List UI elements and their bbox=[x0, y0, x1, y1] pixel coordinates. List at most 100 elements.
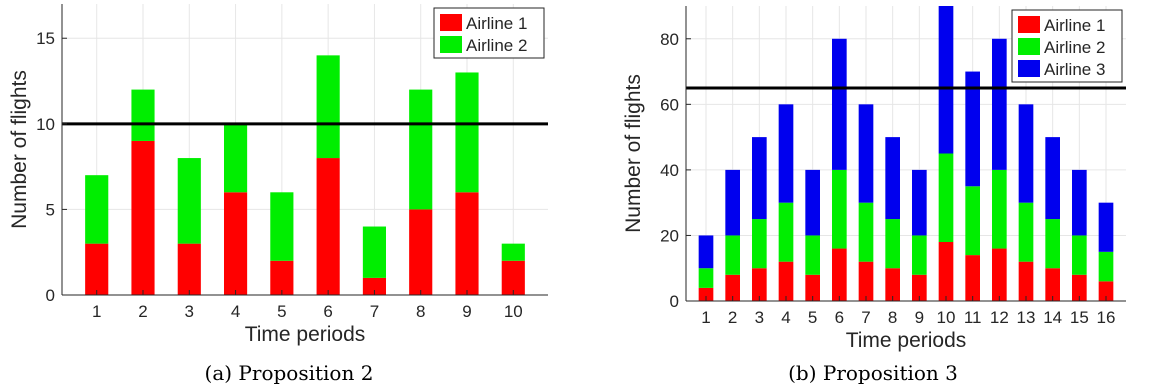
b-bar-s2-10 bbox=[938, 153, 954, 242]
a-bar-s2-8 bbox=[409, 89, 433, 210]
a-xtick-label: 8 bbox=[416, 302, 425, 321]
b-bar-s1-3 bbox=[752, 268, 767, 301]
a-ytick-label: 10 bbox=[36, 115, 55, 134]
a-legend-label-1: Airline 1 bbox=[466, 14, 527, 33]
a-xtick-label: 9 bbox=[462, 302, 471, 321]
a-ytick-label: 15 bbox=[36, 29, 55, 48]
b-bar-s2-12 bbox=[992, 169, 1007, 249]
b-bar-s1-15 bbox=[1072, 274, 1087, 301]
b-xtick-label: 13 bbox=[1017, 308, 1036, 327]
b-bar-s2-5 bbox=[805, 235, 820, 275]
b-ytick-label: 40 bbox=[660, 161, 679, 180]
b-bar-s1-5 bbox=[805, 274, 820, 301]
a-xtick-label: 4 bbox=[231, 302, 240, 321]
b-bar-s3-11 bbox=[965, 71, 980, 187]
a-bar-s1-6 bbox=[316, 158, 340, 295]
b-bar-s2-8 bbox=[885, 219, 900, 269]
chart-a: 0 5 10 15 1 2 3 4 5 6 7 8 9 10 Time periods Number of f… bbox=[8, 4, 548, 346]
b-bar-s2-3 bbox=[752, 219, 767, 269]
a-bar-s1-1 bbox=[85, 243, 109, 295]
b-bar-s3-16 bbox=[1098, 202, 1114, 252]
a-ytick-label: 5 bbox=[46, 200, 55, 219]
b-xtick-label: 4 bbox=[781, 308, 790, 327]
b-bar-s1-14 bbox=[1045, 268, 1060, 301]
b-ytick-label: 60 bbox=[660, 95, 679, 114]
b-bar-s1-4 bbox=[778, 261, 794, 301]
b-bar-s1-16 bbox=[1098, 281, 1114, 301]
a-bar-s1-7 bbox=[362, 277, 386, 295]
b-ylabel: Number of flights bbox=[622, 74, 645, 233]
b-bar-s2-6 bbox=[832, 169, 847, 249]
b-legend-swatch-2 bbox=[1018, 38, 1040, 55]
b-xtick-label: 14 bbox=[1043, 308, 1062, 327]
b-bar-s2-14 bbox=[1045, 219, 1060, 269]
b-bar-s2-2 bbox=[725, 235, 740, 275]
b-xtick-label: 5 bbox=[808, 308, 817, 327]
b-bar-s1-7 bbox=[858, 261, 874, 301]
b-bar-s3-2 bbox=[725, 169, 740, 236]
b-xtick-label: 3 bbox=[755, 308, 764, 327]
b-bar-s1-6 bbox=[832, 248, 847, 301]
b-bar-s1-13 bbox=[1018, 261, 1034, 301]
a-bar-s2-10 bbox=[501, 243, 525, 261]
b-xtick-label: 1 bbox=[701, 308, 710, 327]
b-xtick-label: 15 bbox=[1070, 308, 1089, 327]
a-bar-s2-5 bbox=[270, 192, 294, 261]
b-bar-s2-1 bbox=[698, 268, 714, 288]
b-ytick-label: 0 bbox=[670, 292, 679, 311]
a-bar-s1-4 bbox=[224, 192, 248, 295]
b-xtick-label: 7 bbox=[861, 308, 870, 327]
a-bar-s1-3 bbox=[177, 243, 201, 295]
b-xtick-label: 2 bbox=[728, 308, 737, 327]
caption-a: (a) Proposition 2 bbox=[204, 361, 374, 385]
b-bar-s1-1 bbox=[698, 287, 714, 301]
a-legend-label-2: Airline 2 bbox=[466, 36, 527, 55]
b-bar-s3-6 bbox=[832, 38, 847, 170]
b-bar-s2-13 bbox=[1018, 202, 1034, 262]
b-xtick-label: 6 bbox=[835, 308, 844, 327]
b-xtick-label: 9 bbox=[915, 308, 924, 327]
a-bar-s1-2 bbox=[131, 140, 155, 295]
b-bar-s1-10 bbox=[938, 242, 954, 301]
a-bar-s2-7 bbox=[362, 226, 386, 278]
b-bar-s3-10 bbox=[938, 6, 954, 154]
a-bar-s2-3 bbox=[177, 158, 201, 244]
a-xtick-label: 2 bbox=[138, 302, 147, 321]
a-xtick-label: 5 bbox=[277, 302, 286, 321]
b-legend-swatch-1 bbox=[1018, 16, 1040, 33]
b-bar-s2-9 bbox=[912, 235, 927, 275]
a-xlabel: Time periods bbox=[245, 323, 366, 346]
b-xtick-label: 8 bbox=[888, 308, 897, 327]
a-legend-swatch-1 bbox=[440, 14, 462, 31]
b-bar-s2-7 bbox=[858, 202, 874, 262]
a-bar-s1-5 bbox=[270, 260, 294, 295]
b-ytick-label: 80 bbox=[660, 30, 679, 49]
a-xtick-label: 10 bbox=[504, 302, 523, 321]
b-bar-s3-5 bbox=[805, 169, 820, 236]
b-bar-s3-14 bbox=[1045, 137, 1060, 220]
b-bar-s3-1 bbox=[698, 235, 714, 269]
b-bar-s3-15 bbox=[1072, 169, 1087, 236]
b-bar-s2-4 bbox=[778, 202, 794, 262]
b-bar-s1-11 bbox=[965, 255, 980, 301]
b-bar-s3-4 bbox=[778, 104, 794, 203]
chart-panel-b: 0 20 40 60 80 1 2 3 4 5 6 7 8 9 10 11 12 13 14 15 16 Time per… bbox=[590, 0, 1156, 391]
a-xtick-label: 1 bbox=[92, 302, 101, 321]
b-xtick-label: 12 bbox=[990, 308, 1009, 327]
b-legend-swatch-3 bbox=[1018, 60, 1040, 77]
b-legend-label-1: Airline 1 bbox=[1044, 16, 1105, 35]
b-legend-label-2: Airline 2 bbox=[1044, 38, 1105, 57]
a-legend-swatch-2 bbox=[440, 36, 462, 53]
chart-panel-a: 0 5 10 15 1 2 3 4 5 6 7 8 9 10 Time periods Number of f… bbox=[8, 4, 548, 385]
a-bar-s1-8 bbox=[409, 209, 433, 295]
b-xtick-label: 16 bbox=[1097, 308, 1116, 327]
a-ytick-label: 0 bbox=[46, 286, 55, 305]
b-xtick-label: 10 bbox=[937, 308, 956, 327]
a-bar-s2-6 bbox=[316, 55, 340, 159]
a-xtick-label: 6 bbox=[323, 302, 332, 321]
a-xtick-label: 7 bbox=[370, 302, 379, 321]
a-bar-s2-1 bbox=[85, 175, 109, 244]
b-bar-s2-16 bbox=[1098, 251, 1114, 282]
a-xtick-label: 3 bbox=[185, 302, 194, 321]
